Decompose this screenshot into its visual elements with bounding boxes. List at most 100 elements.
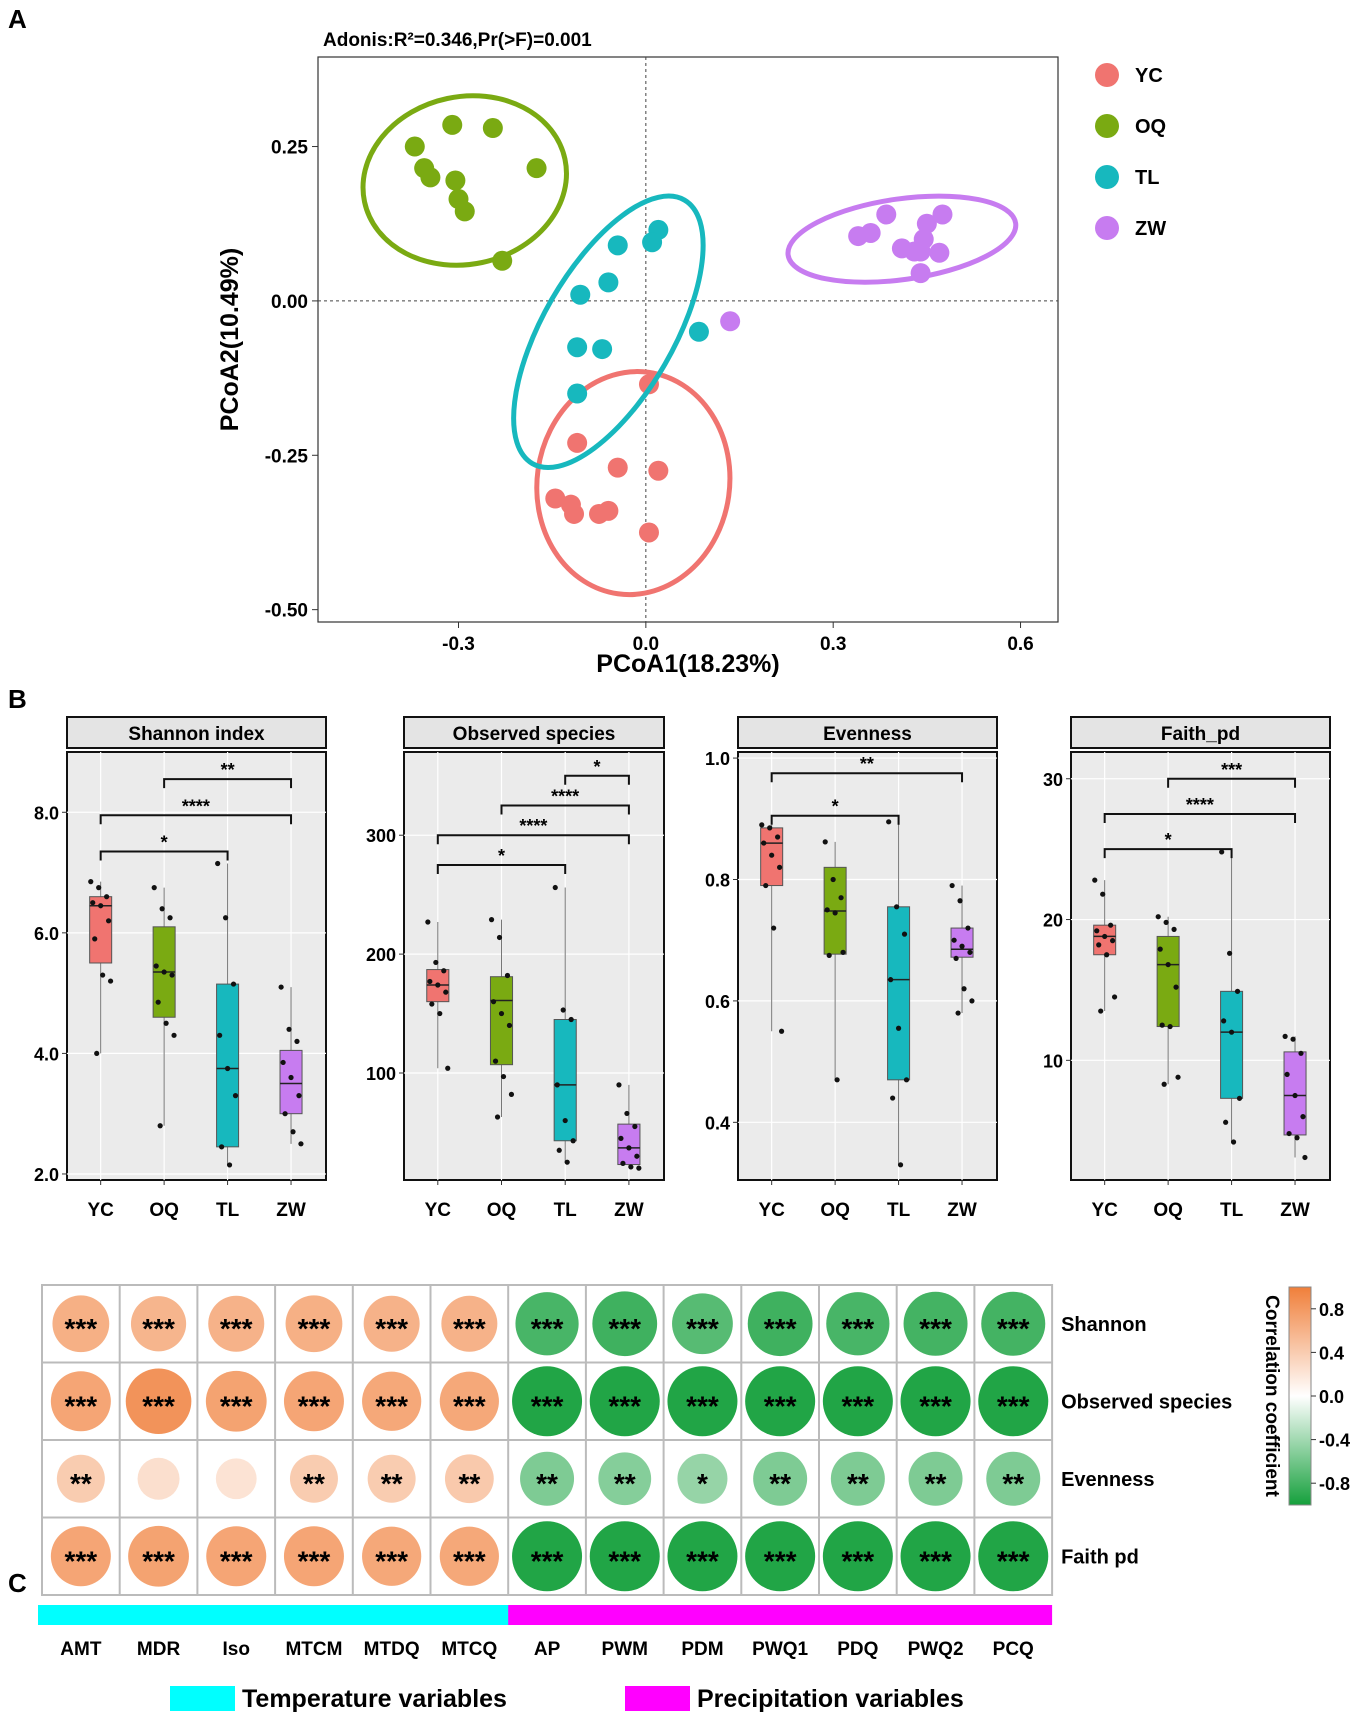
y-tick-label: 30 (1043, 770, 1063, 790)
data-point-zw (720, 311, 741, 332)
significance-mark: ** (381, 1468, 403, 1499)
x-tick-label: ZW (947, 1200, 977, 1221)
jitter-point (169, 972, 175, 978)
significance-label: * (594, 757, 601, 777)
column-label: PDM (681, 1639, 723, 1660)
jitter-point (1157, 946, 1163, 952)
jitter-point (961, 986, 967, 992)
correlation-cell (367, 1454, 416, 1503)
significance-mark: *** (919, 1390, 952, 1421)
group-bar-precipitation (508, 1605, 1053, 1625)
jitter-point (278, 984, 284, 990)
significance-mark: *** (686, 1390, 719, 1421)
x-tick-label: TL (554, 1200, 578, 1221)
facet-strip (403, 716, 665, 749)
correlation-heatmap: *** *** *** *** *** *** *** *** *** *** *** *** ****… (38, 1284, 1350, 1713)
significance-label: **** (1186, 795, 1214, 815)
jitter-point (1302, 1154, 1308, 1161)
x-tick-label: TL (216, 1200, 240, 1221)
column-label: MTDQ (364, 1639, 420, 1660)
correlation-cell (908, 1451, 963, 1506)
y-tick-label: 0.8 (705, 870, 730, 890)
legend-marker-oq (1095, 114, 1119, 138)
jitter-point (628, 1164, 634, 1170)
y-tick-label: 4.0 (34, 1044, 59, 1064)
jitter-point (1094, 928, 1100, 934)
significance-mark: *** (298, 1390, 331, 1421)
jitter-point (1223, 1119, 1229, 1125)
jitter-point (616, 1082, 622, 1088)
significance-bracket (770, 814, 900, 825)
jitter-point (94, 1050, 100, 1057)
significance-mark: *** (997, 1545, 1030, 1576)
data-point-tl (592, 339, 613, 360)
data-point-oq (526, 158, 547, 179)
jitter-point (886, 819, 892, 825)
plot-frame (737, 751, 998, 1181)
jitter-point (826, 952, 832, 958)
jitter-point (1100, 891, 1106, 897)
row-label: Shannon (1061, 1314, 1147, 1336)
significance-label: * (832, 797, 839, 817)
jitter-point (219, 1144, 225, 1150)
pcoa-chart: -0.3 0.0 0.3 0.6 0.25 0.00 -0.25 -0.50 Adonis:R²… (216, 30, 1166, 678)
jitter-point (435, 982, 441, 988)
significance-mark: *** (764, 1390, 797, 1421)
data-point-tl (642, 232, 663, 253)
significance-mark: ** (614, 1468, 636, 1499)
jitter-point (1159, 1022, 1165, 1028)
jitter-point (556, 1147, 562, 1153)
jitter-point (157, 1123, 163, 1129)
x-tick-label: OQ (820, 1200, 850, 1221)
jitter-point (425, 919, 431, 925)
jitter-point (1236, 1095, 1243, 1101)
legend-marker-zw (1095, 216, 1119, 240)
jitter-point (832, 910, 838, 916)
significance-mark: *** (919, 1313, 952, 1344)
jitter-point (500, 1073, 507, 1080)
jitter-point (1234, 988, 1241, 994)
facet-strip (1070, 716, 1331, 749)
column-label: MDR (137, 1639, 181, 1660)
jitter-point (433, 959, 439, 966)
jitter-point (824, 907, 830, 913)
jitter-point (1173, 984, 1179, 990)
significance-mark: *** (764, 1313, 797, 1344)
jitter-point (92, 936, 98, 942)
correlation-cell (439, 1526, 499, 1586)
correlation-cell (362, 1371, 422, 1431)
jitter-point (624, 1110, 630, 1117)
significance-mark: ** (70, 1468, 92, 1499)
y-tick-label: -0.25 (265, 446, 309, 467)
x-tick-label: 0.3 (820, 634, 846, 655)
jitter-point (290, 1129, 296, 1135)
confidence-ellipse-tl (511, 193, 706, 471)
jitter-point (888, 977, 894, 983)
jitter-point (759, 822, 765, 828)
jitter-point (632, 1123, 638, 1130)
group-legend-swatch (625, 1686, 690, 1711)
colorbar-tick-label: -0.8 (1319, 1474, 1350, 1494)
data-point-yc (567, 432, 588, 453)
significance-label: ** (860, 754, 874, 774)
significance-mark: *** (142, 1390, 175, 1421)
jitter-point (570, 1138, 576, 1144)
correlation-cell (667, 1521, 738, 1592)
jitter-point (1292, 1092, 1298, 1099)
significance-label: ** (221, 760, 235, 780)
jitter-point (104, 894, 110, 900)
jitter-point (568, 1016, 574, 1023)
x-tick-label: OQ (149, 1200, 179, 1221)
y-tick-label: 300 (366, 826, 396, 846)
jitter-point (294, 1038, 300, 1044)
row-label: Faith pd (1061, 1546, 1139, 1568)
row-label: Observed species (1061, 1391, 1232, 1413)
correlation-cell (903, 1291, 968, 1356)
x-tick-label: YC (1091, 1200, 1118, 1221)
significance-mark: *** (997, 1390, 1030, 1421)
jitter-point (437, 1010, 443, 1017)
correlation-cell (745, 1521, 816, 1592)
jitter-point (1155, 914, 1161, 920)
